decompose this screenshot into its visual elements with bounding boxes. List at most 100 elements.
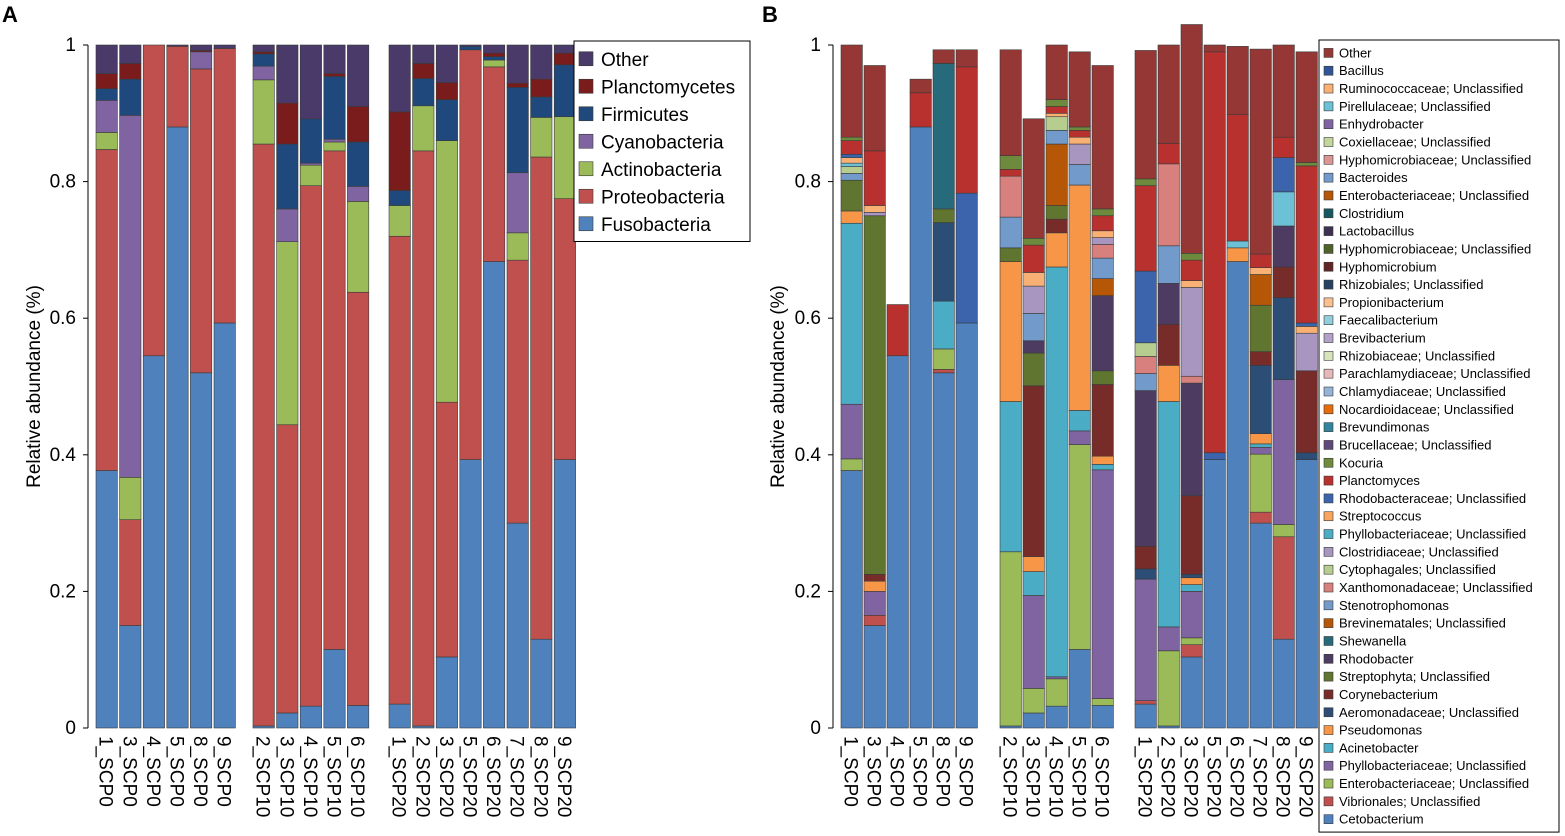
bar-segment bbox=[1249, 433, 1272, 445]
bar-segment bbox=[1068, 164, 1091, 186]
bar-segment bbox=[530, 96, 553, 118]
bar-segment bbox=[932, 348, 955, 370]
legend-swatch bbox=[1323, 83, 1334, 94]
bar-segment bbox=[1045, 143, 1068, 206]
bar-segment bbox=[932, 372, 955, 729]
bar-segment bbox=[1249, 511, 1272, 524]
legend-swatch bbox=[1323, 48, 1334, 58]
bar-segment bbox=[347, 106, 370, 143]
bar-segment bbox=[1134, 50, 1157, 180]
bar-segment bbox=[1022, 118, 1045, 239]
bar-segment bbox=[1091, 464, 1114, 471]
bar-segment bbox=[1157, 401, 1180, 628]
legend-swatch bbox=[1323, 386, 1334, 397]
bar-segment bbox=[1157, 143, 1180, 165]
bar-segment bbox=[863, 574, 886, 582]
bar-segment bbox=[840, 173, 863, 181]
bar-segment bbox=[1157, 163, 1180, 247]
legend-swatch bbox=[578, 78, 594, 94]
bar-segment bbox=[119, 477, 142, 520]
bar-segment bbox=[553, 64, 576, 118]
bar-segment bbox=[1249, 365, 1272, 434]
bar-segment bbox=[412, 63, 435, 79]
legend-swatch bbox=[1323, 529, 1334, 539]
bar-segment bbox=[840, 153, 863, 158]
bar-segment bbox=[1091, 455, 1114, 465]
legend-swatch bbox=[1323, 511, 1334, 522]
bar-segment bbox=[1068, 126, 1091, 131]
bar-segment bbox=[1295, 322, 1318, 327]
bar-segment bbox=[909, 126, 932, 729]
legend-swatch bbox=[1323, 279, 1334, 290]
bar-segment bbox=[1134, 568, 1157, 580]
bar-segment bbox=[1022, 244, 1045, 273]
bar-segment bbox=[299, 164, 322, 186]
stacked-bar-2_SCP20 bbox=[412, 44, 435, 729]
bar-segment bbox=[863, 150, 886, 206]
bar-segment bbox=[909, 92, 932, 128]
bar-segment bbox=[932, 369, 955, 374]
legend-label: Other bbox=[601, 50, 649, 71]
legend-swatch bbox=[578, 161, 594, 177]
bar-segment bbox=[323, 76, 346, 140]
y-axis-title-a: Relative abundance (%) bbox=[24, 285, 45, 488]
legend-swatch bbox=[1323, 689, 1334, 700]
bar-segment bbox=[1134, 270, 1157, 344]
legend-swatch bbox=[1323, 547, 1334, 557]
bar-segment bbox=[1045, 116, 1068, 131]
legend-label: Stenotrophomonas bbox=[1339, 598, 1449, 613]
bar-segment bbox=[1045, 676, 1068, 680]
stacked-bar-4_SCP10 bbox=[1045, 44, 1068, 729]
bar-segment bbox=[1180, 280, 1203, 288]
bar-segment bbox=[886, 355, 909, 729]
stacked-bar-3_SCP20 bbox=[1180, 24, 1203, 729]
bar-segment bbox=[1022, 340, 1045, 354]
legend-label: Nocardioidaceae; Unclassified bbox=[1339, 402, 1514, 417]
legend-label: Bacillus bbox=[1339, 63, 1384, 78]
bar-segment bbox=[840, 222, 863, 405]
chart-panel-a: 0 0.2 0.4 0.6 0.8 1 Relative abundance (%) 1_SC… bbox=[24, 35, 751, 817]
legend-swatch bbox=[1323, 297, 1334, 308]
bar-segment bbox=[1068, 136, 1091, 145]
bar-segment bbox=[1134, 178, 1157, 186]
bar-segment bbox=[1091, 370, 1114, 385]
bar-segment bbox=[95, 470, 118, 729]
x-tick-label: 3_SCP0 bbox=[118, 736, 139, 807]
legend-swatch bbox=[1323, 653, 1334, 664]
bar-segment bbox=[506, 87, 529, 174]
legend-label: Cetobacterium bbox=[1339, 812, 1424, 827]
legend-label: Streptococcus bbox=[1339, 509, 1422, 524]
bar-segment bbox=[932, 300, 955, 350]
legend-swatch bbox=[1323, 208, 1334, 219]
bar-segment bbox=[553, 459, 576, 729]
legend-label: Enhydrobacter bbox=[1339, 117, 1424, 132]
bar-segment bbox=[435, 82, 458, 100]
bar-segment bbox=[412, 44, 435, 64]
bar-segment bbox=[1180, 253, 1203, 261]
bar-segment bbox=[299, 185, 322, 707]
bar-segment bbox=[1272, 191, 1295, 227]
bar-segment bbox=[1157, 44, 1180, 144]
legend-label: Vibrionales; Unclassified bbox=[1339, 794, 1480, 809]
bar-segment bbox=[1295, 452, 1318, 460]
stacked-bar-3_SCP0 bbox=[119, 44, 142, 729]
bar-segment bbox=[840, 210, 863, 224]
legend-swatch bbox=[578, 188, 594, 204]
legend-swatch bbox=[1323, 796, 1334, 807]
legend-swatch bbox=[1323, 172, 1334, 183]
bar-segment bbox=[1226, 240, 1249, 249]
bar-segment bbox=[506, 232, 529, 261]
bar-segment bbox=[999, 261, 1022, 402]
legend-label: Corynebacterium bbox=[1339, 687, 1438, 702]
bar-segment bbox=[840, 157, 863, 164]
legend-swatch bbox=[1323, 261, 1334, 272]
bar-segment bbox=[1045, 99, 1068, 107]
bar-segment bbox=[95, 132, 118, 150]
bar-segment bbox=[863, 591, 886, 616]
bar-segment bbox=[1091, 257, 1114, 279]
legend-label: Planctomyces bbox=[1339, 473, 1420, 488]
stacked-bar-8_SCP0 bbox=[190, 44, 213, 729]
bar-segment bbox=[1022, 313, 1045, 342]
legend-a: Other Planctomycetes Firmicutes Cyanobacter… bbox=[573, 40, 751, 242]
stacked-bar-8_SCP20 bbox=[1272, 44, 1295, 729]
